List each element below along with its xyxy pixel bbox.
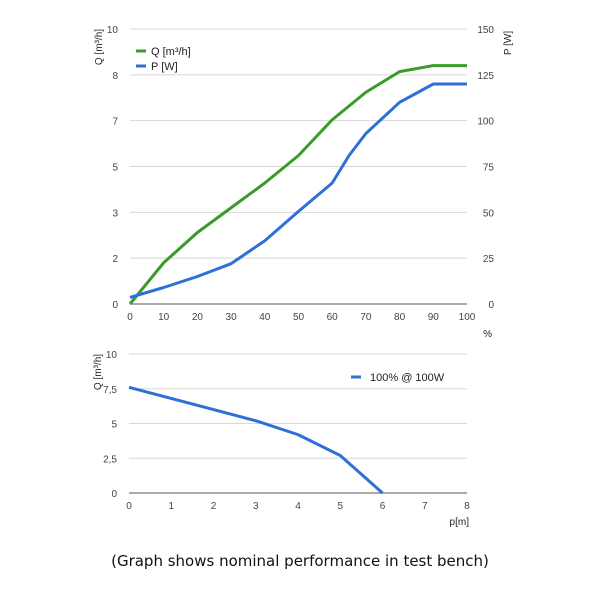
x-tick-label: 40 xyxy=(259,312,271,323)
x-tick-label: 2 xyxy=(211,501,217,512)
x-tick-label: 1 xyxy=(168,501,174,512)
legend-label-p: P [W] xyxy=(151,61,178,73)
x-tick-label: 4 xyxy=(295,501,301,512)
x-tick-label: 70 xyxy=(360,312,372,323)
x-axis-label: % xyxy=(483,329,492,340)
legend-label-q: Q [m³/h] xyxy=(151,46,191,58)
y-tick-label: 7,5 xyxy=(103,385,117,396)
y2-axis-label: P [W] xyxy=(503,31,514,55)
x-tick-label: 8 xyxy=(464,501,470,512)
y-tick-label: 7 xyxy=(112,117,118,128)
y2-tick-label: 150 xyxy=(477,25,494,36)
x-tick-label: 7 xyxy=(422,501,428,512)
y-tick-label: 3 xyxy=(112,208,118,219)
series-line-0 xyxy=(128,64,467,305)
y-tick-label: 2,5 xyxy=(103,454,117,465)
x-axis-label: p[m] xyxy=(450,517,470,528)
y2-tick-label: 100 xyxy=(477,117,494,128)
y2-tick-label: 50 xyxy=(483,208,495,219)
x-tick-label: 5 xyxy=(337,501,343,512)
x-tick-label: 20 xyxy=(192,312,204,323)
x-tick-label: 50 xyxy=(293,312,305,323)
x-tick-label: 100 xyxy=(459,312,476,323)
y-tick-label: 10 xyxy=(107,25,119,36)
caption: (Graph shows nominal performance in test… xyxy=(111,552,489,570)
y-tick-label: 0 xyxy=(112,300,118,311)
legend-label-100: 100% @ 100W xyxy=(370,372,445,384)
y-tick-label: 10 xyxy=(106,350,118,361)
y2-tick-label: 0 xyxy=(488,300,494,311)
series-line-1 xyxy=(129,82,467,299)
x-tick-label: 90 xyxy=(428,312,440,323)
x-tick-label: 80 xyxy=(394,312,406,323)
series-line-0 xyxy=(128,385,384,495)
x-tick-label: 30 xyxy=(226,312,238,323)
y-tick-label: 8 xyxy=(112,71,118,82)
x-tick-label: 0 xyxy=(127,312,133,323)
y-tick-label: 0 xyxy=(111,489,117,500)
x-tick-label: 3 xyxy=(253,501,259,512)
y2-tick-label: 125 xyxy=(477,71,494,82)
y-tick-label: 5 xyxy=(112,163,118,174)
y-axis-label: Q [m³/h] xyxy=(93,354,104,390)
x-tick-label: 6 xyxy=(380,501,386,512)
x-tick-label: 0 xyxy=(126,501,132,512)
x-tick-label: 10 xyxy=(158,312,170,323)
y2-tick-label: 25 xyxy=(483,254,495,265)
y-tick-label: 2 xyxy=(112,254,118,265)
y-axis-label: Q [m³/h] xyxy=(94,29,105,65)
y-tick-label: 5 xyxy=(111,420,117,431)
x-tick-label: 60 xyxy=(327,312,339,323)
y2-tick-label: 75 xyxy=(483,163,495,174)
